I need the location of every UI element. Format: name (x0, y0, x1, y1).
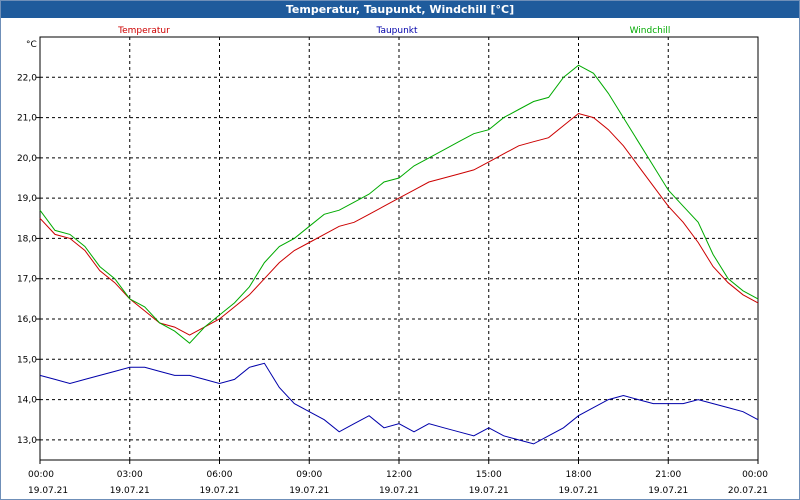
series-lines (39, 64, 759, 445)
y-tick-label: 21,0 (17, 114, 37, 124)
y-tick-label: 20,0 (17, 154, 37, 164)
y-tick-label: 14,0 (17, 396, 37, 406)
y-tick-label: 19,0 (17, 194, 37, 204)
legend-entry: Taupunkt (375, 26, 418, 36)
x-tick-date-label: 20.07.21 (728, 486, 768, 496)
x-tick-time-label: 12:00 (386, 470, 412, 480)
x-tick-date-label: 19.07.21 (289, 486, 329, 496)
grid-lines (40, 37, 758, 460)
series-line-taupunkt (39, 362, 759, 445)
x-tick-date-label: 19.07.21 (469, 486, 509, 496)
x-tick-date-label: 19.07.21 (28, 486, 68, 496)
x-tick-time-label: 00:00 (28, 470, 54, 480)
x-tick-time-label: 18:00 (566, 470, 592, 480)
x-tick-time-label: 06:00 (207, 470, 233, 480)
x-tick-time-label: 15:00 (476, 470, 502, 480)
y-tick-label: 17,0 (17, 275, 37, 285)
x-tick-date-label: 19.07.21 (558, 486, 598, 496)
y-axis-ticks: 13,0 14,0 15,0 16,0 17,0 18,0 19,0 20,0 21,0 22,0 (17, 73, 40, 446)
y-axis-label: °C (26, 40, 37, 50)
y-tick-label: 18,0 (17, 234, 37, 244)
x-tick-date-label: 19.07.21 (379, 486, 419, 496)
x-tick-date-label: 19.07.21 (110, 486, 150, 496)
x-tick-date-label: 19.07.21 (199, 486, 239, 496)
x-tick-time-label: 21:00 (655, 470, 681, 480)
x-tick-time-label: 03:00 (117, 470, 143, 480)
y-tick-label: 15,0 (17, 355, 37, 365)
legend: Temperatur Taupunkt Windchill (117, 26, 670, 36)
x-tick-date-label: 19.07.21 (648, 486, 688, 496)
y-tick-label: 22,0 (17, 73, 37, 83)
x-axis-ticks: 00:00 19.07.21 03:00 19.07.21 06:00 19.07.21 0… (28, 460, 768, 496)
series-line-windchill (39, 64, 759, 344)
chart-title: Temperatur, Taupunkt, Windchill [°C] (1, 1, 799, 18)
y-tick-label: 13,0 (17, 436, 37, 446)
legend-entry: Temperatur (117, 26, 170, 36)
x-tick-time-label: 00:00 (742, 470, 768, 480)
x-tick-time-label: 09:00 (296, 470, 322, 480)
y-tick-label: 16,0 (17, 315, 37, 325)
legend-entry: Windchill (630, 26, 671, 36)
